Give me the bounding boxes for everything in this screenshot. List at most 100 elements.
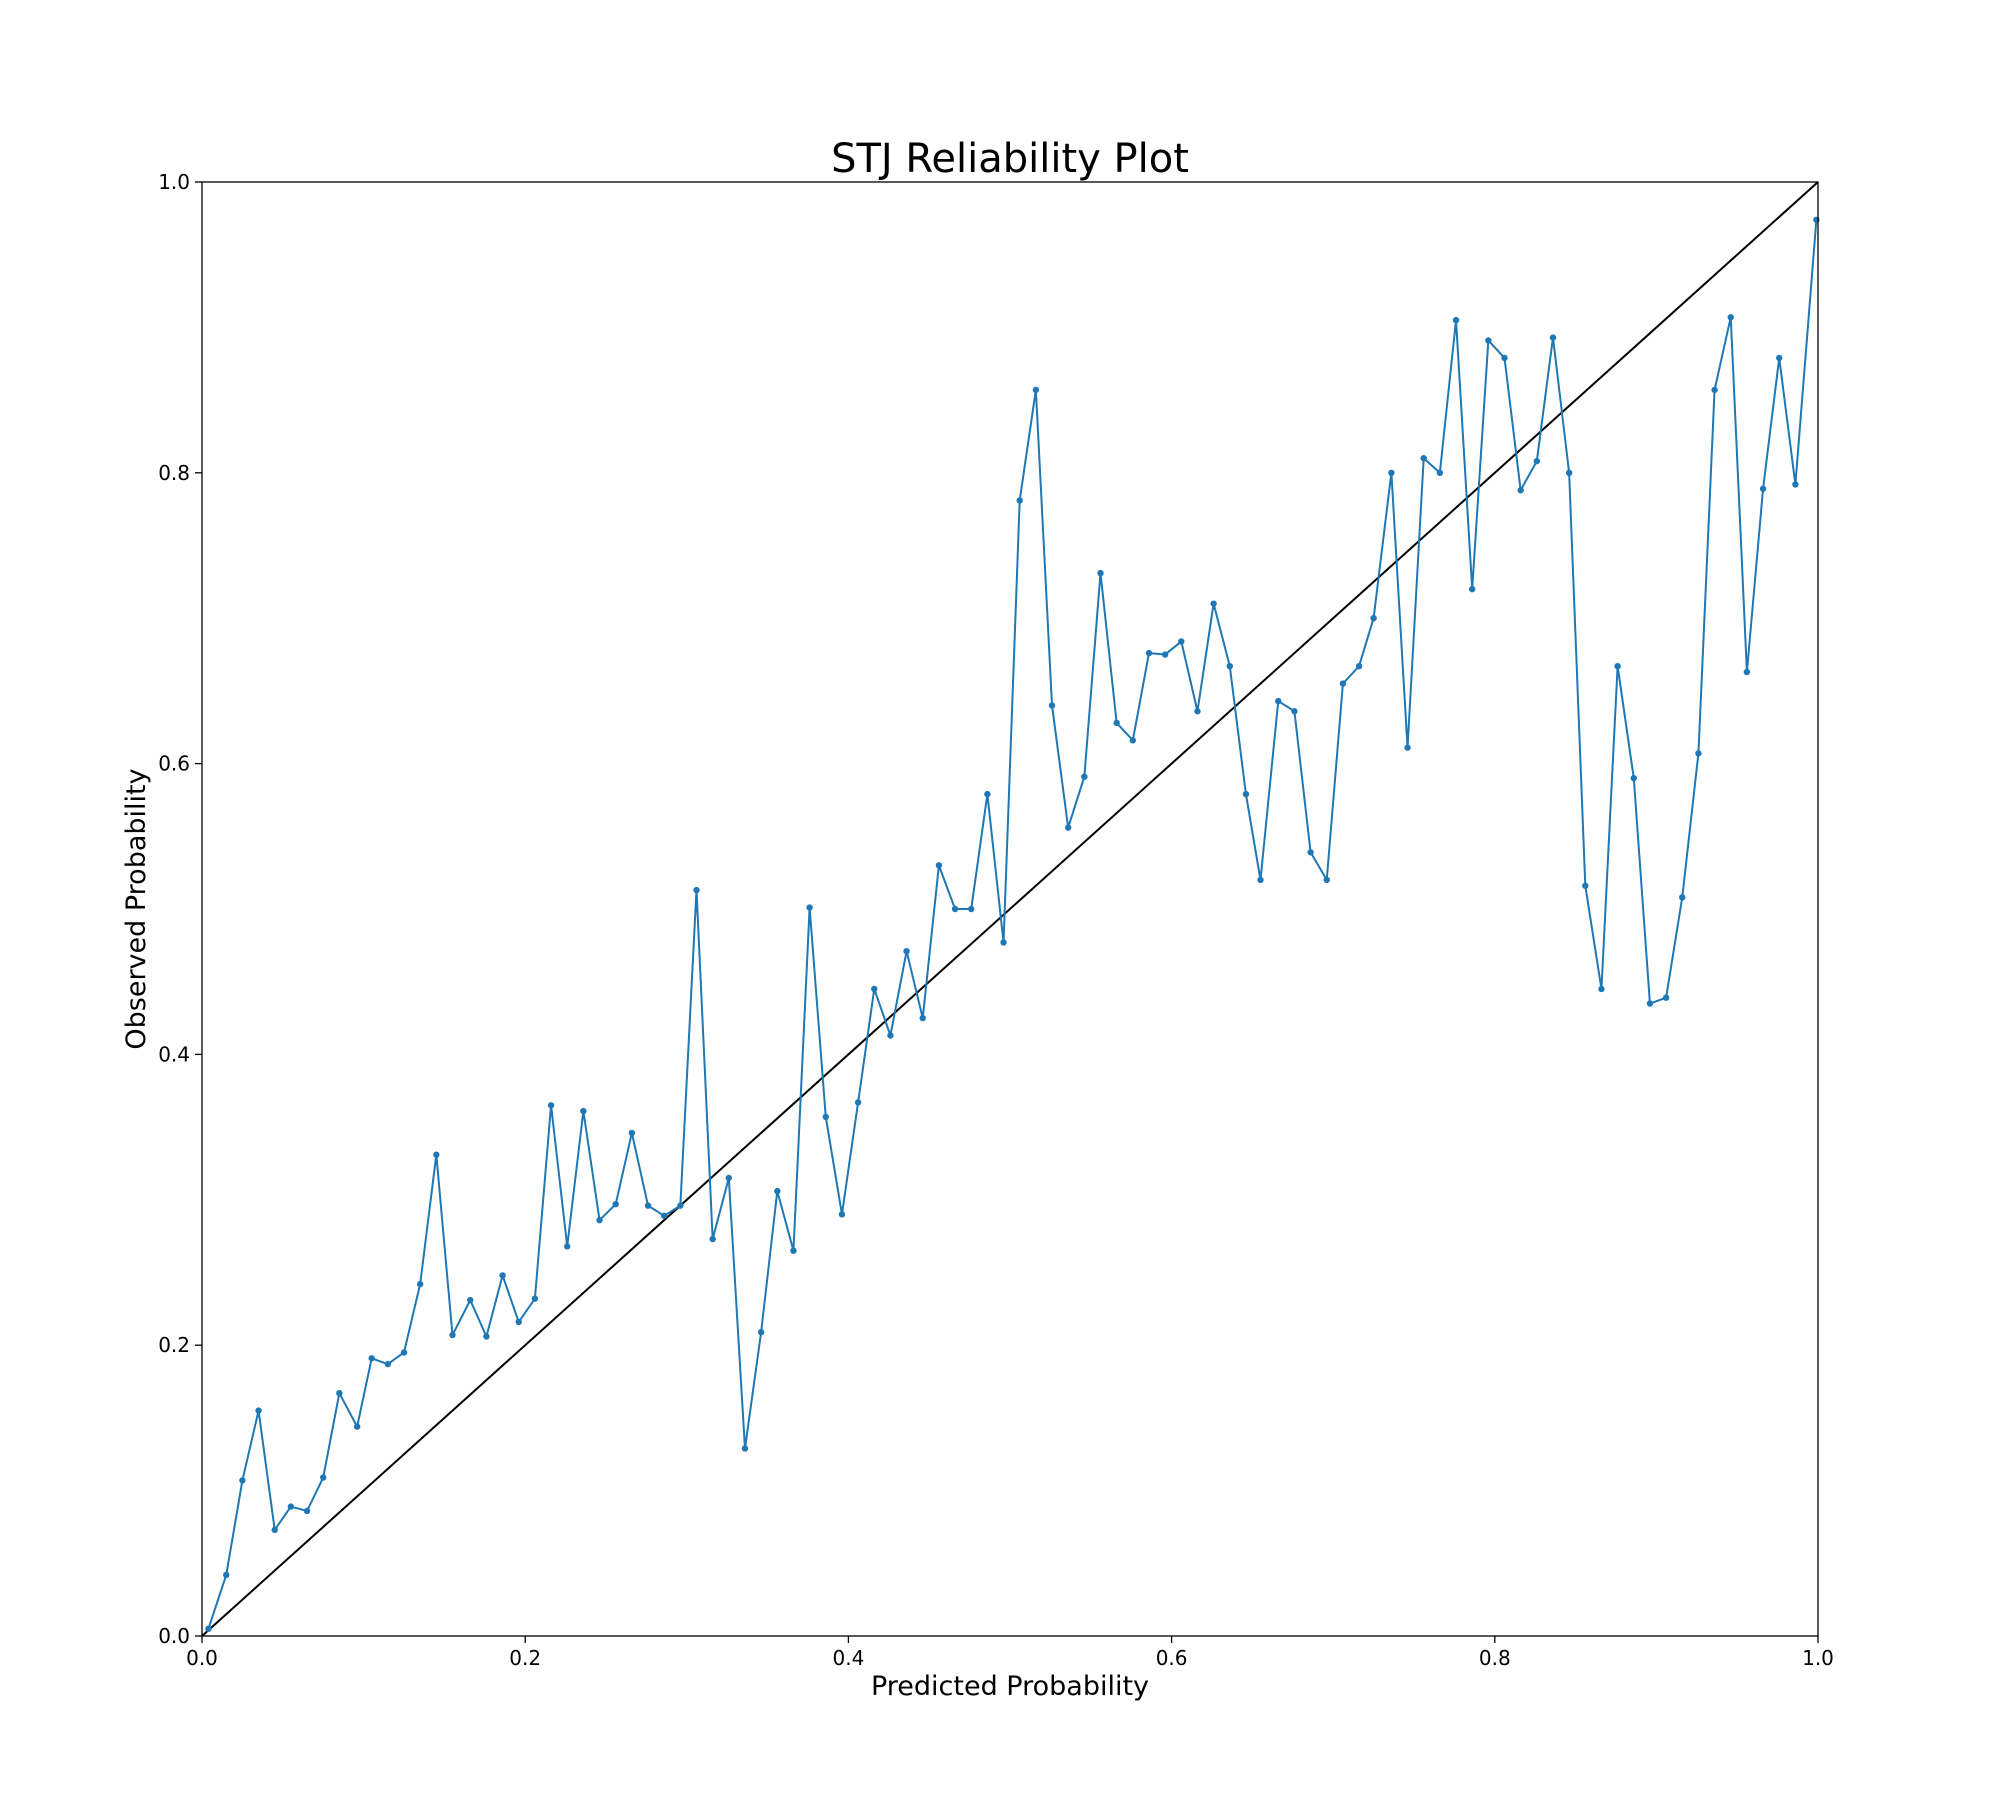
data-point bbox=[303, 1507, 311, 1515]
data-point bbox=[433, 1151, 440, 1158]
data-point bbox=[1743, 668, 1751, 676]
data-point bbox=[467, 1296, 474, 1304]
data-point bbox=[935, 862, 943, 869]
data-point bbox=[353, 1423, 361, 1430]
data-point bbox=[1257, 876, 1264, 884]
data-point bbox=[1485, 337, 1492, 344]
data-point bbox=[205, 1625, 212, 1632]
data-point bbox=[400, 1349, 408, 1356]
data-point bbox=[968, 905, 975, 913]
data-point bbox=[628, 1129, 636, 1137]
data-point bbox=[1339, 680, 1347, 687]
data-point bbox=[1000, 939, 1007, 946]
data-point bbox=[1210, 600, 1217, 607]
data-point bbox=[871, 985, 878, 993]
perfect-calibration-line bbox=[201, 181, 1819, 1637]
data-point bbox=[1178, 638, 1185, 645]
data-point bbox=[1533, 457, 1541, 465]
data-point bbox=[320, 1474, 327, 1481]
data-point bbox=[580, 1107, 587, 1115]
x-tick-label: 0.2 bbox=[509, 1646, 541, 1670]
data-point bbox=[596, 1216, 603, 1224]
data-point bbox=[1355, 662, 1363, 670]
data-point bbox=[612, 1200, 619, 1208]
data-point bbox=[1759, 485, 1767, 492]
data-point bbox=[660, 1212, 668, 1219]
data-point bbox=[384, 1360, 392, 1368]
y-tick-label: 1.0 bbox=[158, 170, 190, 194]
data-point bbox=[223, 1571, 230, 1579]
data-point bbox=[757, 1328, 765, 1336]
data-point bbox=[709, 1235, 716, 1243]
data-point bbox=[887, 1032, 894, 1039]
chart-title: STJ Reliability Plot bbox=[831, 136, 1189, 182]
reference-line-layer bbox=[201, 181, 1819, 1637]
data-point bbox=[1582, 882, 1589, 889]
data-point bbox=[951, 905, 959, 913]
data-point bbox=[644, 1202, 652, 1209]
data-point bbox=[1452, 316, 1460, 324]
x-tick-label: 0.6 bbox=[1156, 1646, 1188, 1670]
y-axis-ticks: 0.0 0.2 0.4 0.6 0.8 1.0 bbox=[158, 170, 202, 1648]
x-axis-label: Predicted Probability bbox=[871, 1671, 1149, 1702]
data-point bbox=[499, 1272, 506, 1279]
data-point bbox=[1404, 744, 1411, 751]
data-point bbox=[271, 1526, 278, 1534]
data-point bbox=[725, 1174, 733, 1182]
data-point bbox=[1032, 386, 1040, 394]
data-point bbox=[693, 886, 700, 894]
data-point bbox=[1420, 455, 1427, 462]
data-point bbox=[483, 1333, 490, 1340]
data-point bbox=[1275, 697, 1282, 705]
data-point bbox=[449, 1331, 456, 1339]
y-tick-label: 0.8 bbox=[158, 461, 190, 485]
data-point bbox=[1776, 354, 1783, 362]
data-point bbox=[741, 1445, 749, 1452]
x-tick-label: 1.0 bbox=[1802, 1646, 1834, 1670]
data-point bbox=[1436, 469, 1444, 476]
data-point bbox=[1161, 651, 1169, 658]
data-point bbox=[1598, 985, 1605, 993]
data-point bbox=[903, 947, 910, 955]
data-point bbox=[1646, 1000, 1654, 1007]
data-point bbox=[1370, 615, 1377, 622]
data-point bbox=[1242, 790, 1250, 798]
data-point bbox=[1662, 994, 1670, 1001]
data-point bbox=[1549, 334, 1557, 341]
y-tick-label: 0.4 bbox=[158, 1042, 190, 1066]
data-point bbox=[1614, 662, 1621, 670]
series-line bbox=[207, 219, 1818, 1630]
data-point bbox=[1695, 750, 1702, 757]
data-point bbox=[1517, 487, 1524, 494]
data-point bbox=[1307, 849, 1314, 856]
data-point bbox=[854, 1099, 862, 1106]
data-point bbox=[1323, 876, 1330, 884]
data-point bbox=[790, 1247, 797, 1254]
y-tick-label: 0.0 bbox=[158, 1624, 190, 1648]
data-point bbox=[547, 1102, 555, 1109]
data-point bbox=[1113, 719, 1120, 727]
x-tick-label: 0.4 bbox=[832, 1646, 864, 1670]
data-point bbox=[1501, 354, 1508, 362]
data-point bbox=[1081, 773, 1088, 780]
data-point bbox=[919, 1014, 926, 1022]
data-point bbox=[1727, 314, 1734, 321]
data-point bbox=[677, 1202, 684, 1209]
data-point bbox=[564, 1243, 571, 1250]
x-tick-label: 0.0 bbox=[186, 1646, 218, 1670]
data-point bbox=[1048, 702, 1056, 709]
plot-frame bbox=[201, 181, 1819, 1637]
data-point bbox=[774, 1187, 781, 1195]
data-point bbox=[1679, 894, 1686, 901]
data-point bbox=[1711, 386, 1718, 394]
y-tick-label: 0.6 bbox=[158, 752, 190, 776]
data-point bbox=[336, 1389, 343, 1397]
data-point bbox=[1064, 824, 1072, 831]
data-point bbox=[822, 1113, 829, 1121]
data-point bbox=[1388, 469, 1395, 476]
data-point bbox=[531, 1295, 539, 1302]
y-axis-label: Observed Probability bbox=[121, 768, 152, 1049]
data-point bbox=[416, 1280, 424, 1288]
